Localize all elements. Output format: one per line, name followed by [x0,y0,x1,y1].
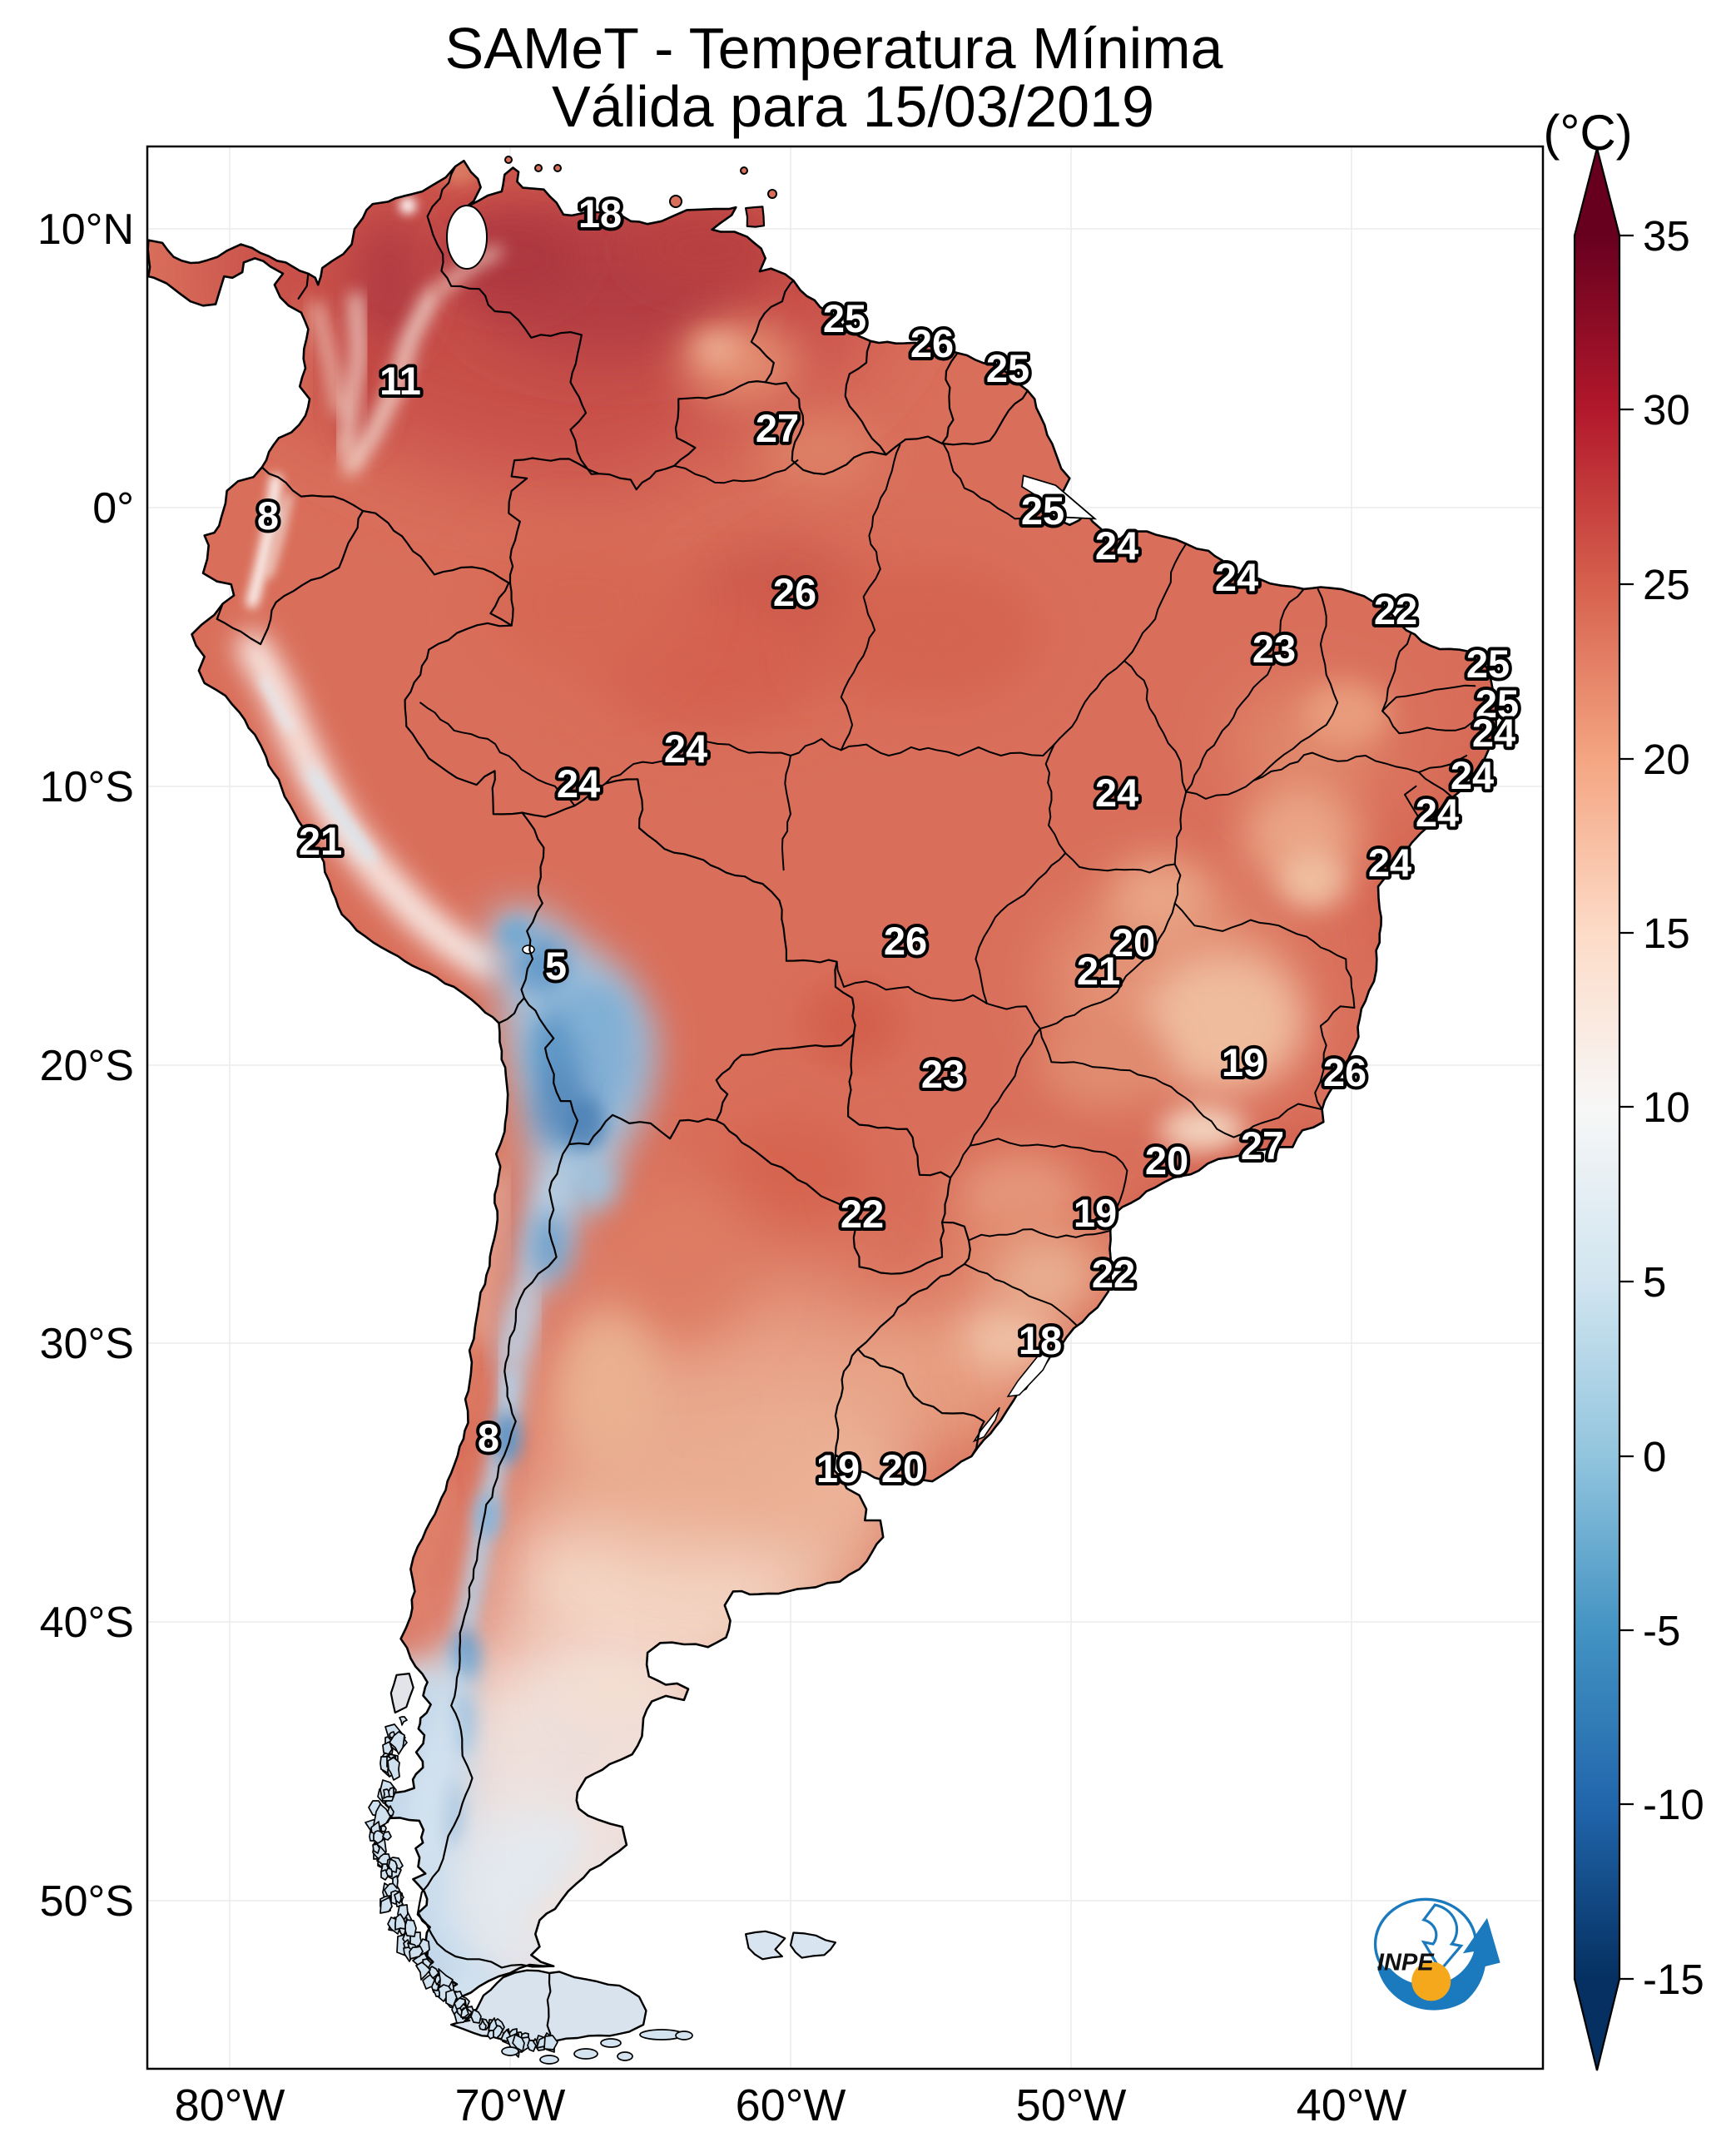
svg-text:40°W: 40°W [1297,2080,1407,2130]
svg-text:60°W: 60°W [736,2080,846,2130]
svg-text:25: 25 [1021,488,1064,533]
svg-text:21: 21 [299,819,342,863]
svg-text:22: 22 [841,1192,884,1236]
svg-text:24: 24 [1095,771,1138,815]
svg-text:10°N: 10°N [37,206,134,254]
svg-text:19: 19 [1074,1191,1117,1235]
svg-text:18: 18 [1019,1318,1062,1362]
svg-text:26: 26 [910,321,954,365]
svg-text:23: 23 [1252,627,1296,671]
svg-text:5: 5 [1643,1258,1666,1306]
svg-text:20: 20 [1643,736,1690,783]
svg-text:10: 10 [1643,1083,1690,1131]
svg-text:SAMeT - Temperatura Mínima: SAMeT - Temperatura Mínima [445,16,1223,81]
svg-text:-15: -15 [1643,1956,1704,2003]
svg-text:35: 35 [1643,212,1690,260]
svg-text:INPE: INPE [1377,1949,1436,1976]
svg-text:30: 30 [1643,386,1690,434]
svg-text:20°S: 20°S [40,1042,134,1090]
svg-text:10°S: 10°S [40,763,134,811]
svg-text:24: 24 [1451,753,1494,797]
svg-text:80°W: 80°W [175,2080,285,2130]
svg-text:25: 25 [1643,561,1690,608]
svg-text:26: 26 [1323,1050,1366,1094]
svg-text:24: 24 [1095,523,1138,568]
svg-text:25: 25 [1466,642,1510,686]
svg-text:30°S: 30°S [40,1320,134,1368]
svg-text:20: 20 [881,1446,925,1490]
svg-text:70°W: 70°W [455,2080,566,2130]
svg-text:24: 24 [557,761,600,806]
svg-text:25: 25 [823,296,866,340]
svg-text:19: 19 [816,1446,860,1490]
svg-text:0°: 0° [92,484,134,533]
svg-text:50°W: 50°W [1016,2080,1127,2130]
svg-text:24: 24 [1472,711,1515,755]
svg-text:19: 19 [1222,1040,1265,1084]
svg-text:-5: -5 [1643,1607,1680,1654]
svg-text:8: 8 [257,493,279,538]
svg-text:20: 20 [1112,920,1155,964]
svg-text:11: 11 [379,359,421,403]
svg-text:5: 5 [545,944,567,988]
svg-text:15: 15 [1643,910,1690,957]
svg-text:23: 23 [921,1052,965,1096]
svg-text:24: 24 [664,726,707,771]
svg-text:0: 0 [1643,1433,1666,1480]
svg-text:50°S: 50°S [40,1877,134,1926]
svg-text:27: 27 [756,406,799,450]
svg-text:-10: -10 [1643,1781,1704,1828]
svg-text:26: 26 [773,570,816,614]
svg-text:25: 25 [986,346,1029,390]
svg-text:27: 27 [1241,1123,1284,1168]
svg-text:21: 21 [1077,949,1120,993]
svg-text:25: 25 [1476,682,1519,726]
svg-text:(°C): (°C) [1543,105,1632,161]
svg-text:22: 22 [1374,588,1417,632]
svg-text:24: 24 [1215,555,1258,599]
svg-text:40°S: 40°S [40,1599,134,1647]
svg-text:24: 24 [1416,791,1459,835]
svg-text:26: 26 [884,919,927,963]
svg-text:20: 20 [1145,1138,1188,1183]
svg-text:24: 24 [1368,840,1411,885]
svg-text:18: 18 [578,191,622,236]
svg-text:Válida para 15/03/2019: Válida para 15/03/2019 [552,74,1154,139]
svg-text:8: 8 [478,1416,499,1460]
svg-text:22: 22 [1092,1252,1135,1296]
